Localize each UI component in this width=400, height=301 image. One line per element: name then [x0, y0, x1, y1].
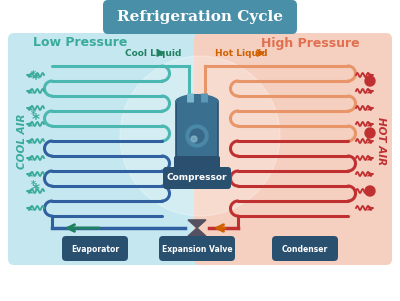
- Circle shape: [365, 186, 375, 196]
- Text: *: *: [30, 180, 36, 190]
- Text: *: *: [30, 110, 36, 120]
- FancyBboxPatch shape: [62, 236, 128, 261]
- Text: HOT AIR: HOT AIR: [376, 117, 386, 165]
- FancyBboxPatch shape: [163, 167, 231, 189]
- Text: *: *: [32, 184, 40, 198]
- Circle shape: [120, 56, 280, 216]
- FancyBboxPatch shape: [194, 33, 392, 265]
- Circle shape: [186, 125, 208, 147]
- FancyBboxPatch shape: [272, 236, 338, 261]
- Text: *: *: [30, 70, 36, 80]
- Text: Compressor: Compressor: [167, 173, 227, 182]
- Text: *: *: [32, 73, 40, 88]
- Text: Cool Liquid: Cool Liquid: [125, 48, 181, 57]
- Circle shape: [365, 76, 375, 86]
- Text: Evaporator: Evaporator: [71, 244, 119, 253]
- Polygon shape: [176, 95, 218, 102]
- Text: Condenser: Condenser: [282, 244, 328, 253]
- Circle shape: [190, 129, 204, 143]
- FancyBboxPatch shape: [174, 156, 220, 170]
- Text: High Pressure: High Pressure: [261, 36, 359, 49]
- Circle shape: [191, 136, 197, 142]
- Polygon shape: [188, 220, 206, 236]
- Text: Low Pressure: Low Pressure: [33, 36, 127, 49]
- Text: *: *: [32, 113, 40, 129]
- Text: Hot Liquid: Hot Liquid: [215, 48, 268, 57]
- Circle shape: [365, 128, 375, 138]
- Text: Refrigeration Cycle: Refrigeration Cycle: [117, 10, 283, 24]
- FancyBboxPatch shape: [176, 99, 218, 163]
- FancyBboxPatch shape: [159, 236, 235, 261]
- FancyBboxPatch shape: [103, 0, 297, 34]
- Text: COOL AIR: COOL AIR: [17, 113, 27, 169]
- FancyBboxPatch shape: [8, 33, 206, 265]
- Text: Expansion Valve: Expansion Valve: [162, 244, 232, 253]
